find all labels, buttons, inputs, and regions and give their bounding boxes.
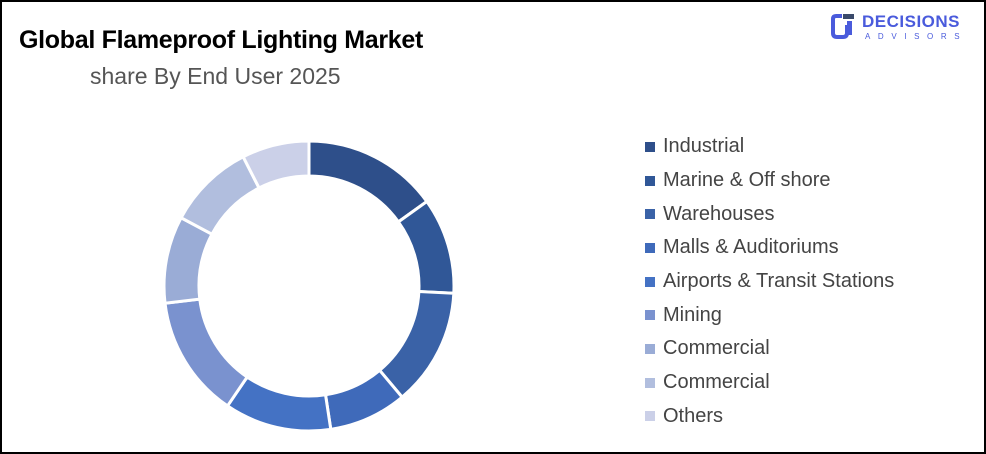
logo-mark-icon: [831, 14, 854, 39]
logo: DECISIONS ADVISORS: [830, 10, 980, 44]
legend-item: Commercial: [645, 332, 894, 366]
legend-swatch: [645, 310, 655, 321]
legend-label: Mining: [663, 303, 722, 326]
legend-swatch: [645, 175, 655, 186]
legend-item: Malls & Auditoriums: [645, 231, 894, 265]
legend-item: Warehouses: [645, 197, 894, 231]
legend-item: Industrial: [645, 130, 894, 164]
legend-swatch: [645, 343, 655, 354]
chart-title: Global Flameproof Lighting Market: [19, 26, 424, 54]
legend-label: Warehouses: [663, 202, 775, 225]
donut-slice-6: [163, 297, 250, 409]
donut-slice-1: [307, 139, 429, 224]
legend-item: Marine & Off shore: [645, 164, 894, 198]
legend-label: Airports & Transit Stations: [663, 270, 895, 293]
legend-swatch: [645, 377, 655, 388]
donut-slice-9: [241, 139, 311, 191]
legend-label: Commercial: [663, 371, 770, 394]
legend-swatch: [645, 276, 655, 287]
legend-label: Others: [663, 404, 724, 427]
legend-item: Airports & Transit Stations: [645, 265, 894, 299]
legend-item: Others: [645, 400, 894, 434]
logo-name: DECISIONS: [862, 12, 961, 31]
legend-item: Commercial: [645, 366, 894, 400]
legend-label: Marine & Off shore: [663, 169, 831, 192]
legend-label: Commercial: [663, 337, 770, 360]
donut-slice-8: [179, 154, 262, 237]
legend-label: Malls & Auditoriums: [663, 236, 839, 259]
chart-subtitle: share By End User 2025: [90, 63, 341, 89]
legend: Industrial Marine & Off shore Warehouses Ma…: [645, 130, 894, 433]
donut-slice-2: [396, 199, 456, 295]
legend-swatch: [645, 209, 655, 220]
legend-label: Industrial: [663, 135, 745, 158]
legend-swatch: [645, 411, 655, 422]
logo-tagline: ADVISORS: [865, 32, 968, 41]
legend-item: Mining: [645, 298, 894, 332]
legend-swatch: [645, 141, 655, 152]
legend-swatch: [645, 242, 655, 253]
